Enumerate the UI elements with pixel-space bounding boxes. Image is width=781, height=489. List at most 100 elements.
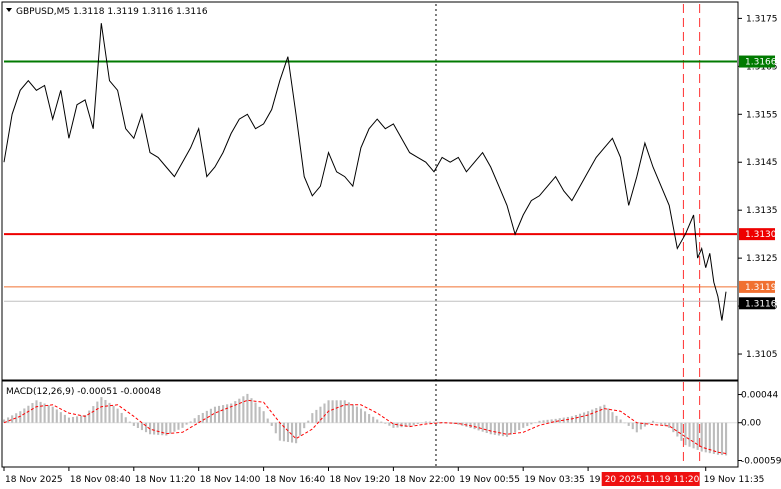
price-axis-label: 1.3145 bbox=[746, 158, 778, 168]
macd-histogram-bar bbox=[250, 398, 253, 423]
macd-histogram-bar bbox=[651, 420, 655, 423]
macd-histogram-bar bbox=[534, 422, 537, 424]
time-highlight-tag bbox=[601, 472, 700, 486]
time-axis-label: 18 Nov 16:40 bbox=[265, 475, 326, 485]
macd-histogram-bar bbox=[161, 422, 164, 436]
level-price-label-orange: 1.3119 bbox=[745, 283, 777, 293]
macd-histogram-bar bbox=[258, 406, 261, 423]
macd-histogram-bar bbox=[67, 417, 70, 423]
macd-histogram-bar bbox=[140, 422, 144, 431]
macd-histogram-bar bbox=[213, 406, 217, 423]
macd-histogram-bar bbox=[574, 415, 578, 423]
macd-histogram-bar bbox=[331, 400, 334, 423]
macd-histogram-bar bbox=[39, 401, 42, 423]
macd-histogram-bar bbox=[311, 413, 314, 423]
price-series-line bbox=[3, 23, 727, 321]
macd-histogram-bar bbox=[542, 420, 545, 423]
price-axis-label: 1.3155 bbox=[746, 110, 778, 120]
macd-histogram-bar bbox=[108, 402, 111, 423]
axes: 1.31751.31651.31551.31451.31351.31251.31… bbox=[3, 14, 781, 486]
macd-histogram-bar bbox=[631, 422, 634, 430]
macd-histogram-bar bbox=[380, 421, 383, 423]
macd-histogram-bar bbox=[136, 422, 139, 429]
macd-histogram-bar bbox=[120, 412, 123, 423]
macd-histogram-bar bbox=[80, 415, 83, 423]
macd-histogram-bar bbox=[132, 422, 135, 426]
level-price-label-green: 1.3166 bbox=[745, 58, 777, 68]
macd-histogram-bar bbox=[481, 422, 484, 432]
macd-histogram-bar bbox=[323, 403, 326, 423]
macd-histogram-bar bbox=[144, 422, 148, 433]
macd-histogram-bar bbox=[453, 422, 456, 424]
macd-histogram-bar bbox=[664, 422, 667, 427]
macd-histogram-bar bbox=[189, 421, 192, 423]
macd-histogram-bar bbox=[530, 422, 533, 425]
triangle-down-icon[interactable] bbox=[6, 8, 12, 12]
macd-histogram-bar bbox=[505, 422, 509, 437]
level-price-tag-green bbox=[739, 55, 775, 68]
macd-histogram-bar bbox=[368, 414, 371, 423]
macd-histogram-bar bbox=[169, 422, 172, 434]
macd-histogram-bar bbox=[153, 422, 156, 435]
macd-histogram-bar bbox=[7, 417, 10, 423]
macd-histogram-bar bbox=[635, 422, 638, 433]
macd-histogram-bar bbox=[173, 422, 176, 432]
price-axis-label: 1.3105 bbox=[746, 350, 778, 360]
macd-histogram-bar bbox=[615, 415, 618, 423]
macd-histogram-bar bbox=[420, 422, 423, 424]
macd-histogram-bar bbox=[128, 421, 131, 423]
time-highlight-label: 20 2025.11.19 11:20 bbox=[605, 475, 700, 485]
macd-histogram-bar bbox=[457, 422, 460, 425]
macd-histogram-bar bbox=[63, 414, 66, 423]
macd-histogram-bar bbox=[23, 408, 26, 423]
macd-axis-label: -0.00059 bbox=[741, 457, 781, 467]
time-axis-label: 18 Nov 14:00 bbox=[200, 475, 261, 485]
time-axis-label: 18 Nov 11:20 bbox=[135, 475, 196, 485]
macd-histogram-bar bbox=[226, 404, 229, 423]
macd-histogram-bar bbox=[684, 422, 687, 446]
macd-histogram-bar bbox=[55, 409, 58, 423]
macd-histogram-bar bbox=[181, 422, 184, 428]
macd-histogram-bar bbox=[355, 406, 358, 423]
macd-histogram-bar bbox=[3, 419, 6, 423]
macd-histogram-bar bbox=[299, 422, 302, 436]
macd-histogram-bar bbox=[720, 422, 724, 456]
macd-histogram-bar bbox=[591, 409, 594, 423]
macd-histogram-bar bbox=[27, 405, 30, 423]
macd-histogram-bar bbox=[51, 406, 54, 423]
macd-histogram-bar bbox=[339, 400, 342, 423]
macd-title: MACD(12,26,9) -0.00051 -0.00048 bbox=[6, 387, 161, 397]
macd-histogram-bar bbox=[461, 422, 464, 426]
macd-histogram-bar bbox=[647, 422, 651, 424]
macd-histogram-bar bbox=[197, 415, 200, 423]
macd-histogram-bar bbox=[92, 406, 95, 423]
macd-histogram-bar bbox=[96, 401, 99, 423]
macd-histogram-bar bbox=[282, 422, 285, 442]
macd-histogram-bar bbox=[485, 422, 488, 433]
macd-histogram-bar bbox=[611, 412, 614, 423]
macd-panel-frame bbox=[1, 380, 739, 468]
macd-histogram-bar bbox=[35, 400, 38, 423]
macd-histogram-bar bbox=[477, 422, 480, 431]
macd-histogram-bar bbox=[201, 412, 204, 423]
macd-histogram-bar bbox=[100, 397, 103, 423]
macd-histogram-bar bbox=[660, 422, 663, 425]
macd-histogram-bar bbox=[716, 422, 719, 455]
macd-histogram-bar bbox=[388, 422, 391, 426]
macd-histogram-bar bbox=[712, 422, 715, 454]
macd-histogram-bar bbox=[412, 422, 415, 426]
price-plot bbox=[3, 4, 737, 466]
time-axis-label: 19 Nov 11:35 bbox=[704, 475, 765, 485]
macd-histogram-bar bbox=[704, 422, 707, 453]
macd-histogram-bar bbox=[19, 411, 22, 423]
macd-histogram-bar bbox=[274, 422, 277, 434]
time-axis-label: 18 Nov 19:20 bbox=[329, 475, 390, 485]
chart-header: GBPUSD,M5 1.3118 1.3119 1.3116 1.3116 bbox=[16, 7, 208, 17]
macd-histogram-bar bbox=[607, 408, 610, 423]
macd-histogram-bar bbox=[668, 422, 671, 428]
macd-histogram-bar bbox=[112, 405, 115, 423]
macd-histogram-bar bbox=[84, 415, 87, 423]
macd-histogram-bar bbox=[583, 412, 586, 423]
macd-histogram-bar bbox=[149, 422, 152, 435]
